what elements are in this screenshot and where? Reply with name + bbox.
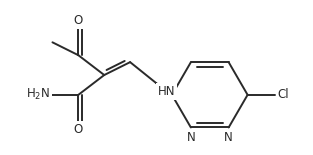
Text: O: O	[74, 123, 83, 136]
Text: O: O	[74, 14, 83, 27]
Text: HN: HN	[158, 85, 176, 98]
Text: H$_2$N: H$_2$N	[26, 87, 50, 102]
Text: N: N	[224, 131, 233, 144]
Text: Cl: Cl	[277, 88, 289, 101]
Text: N: N	[187, 131, 195, 144]
